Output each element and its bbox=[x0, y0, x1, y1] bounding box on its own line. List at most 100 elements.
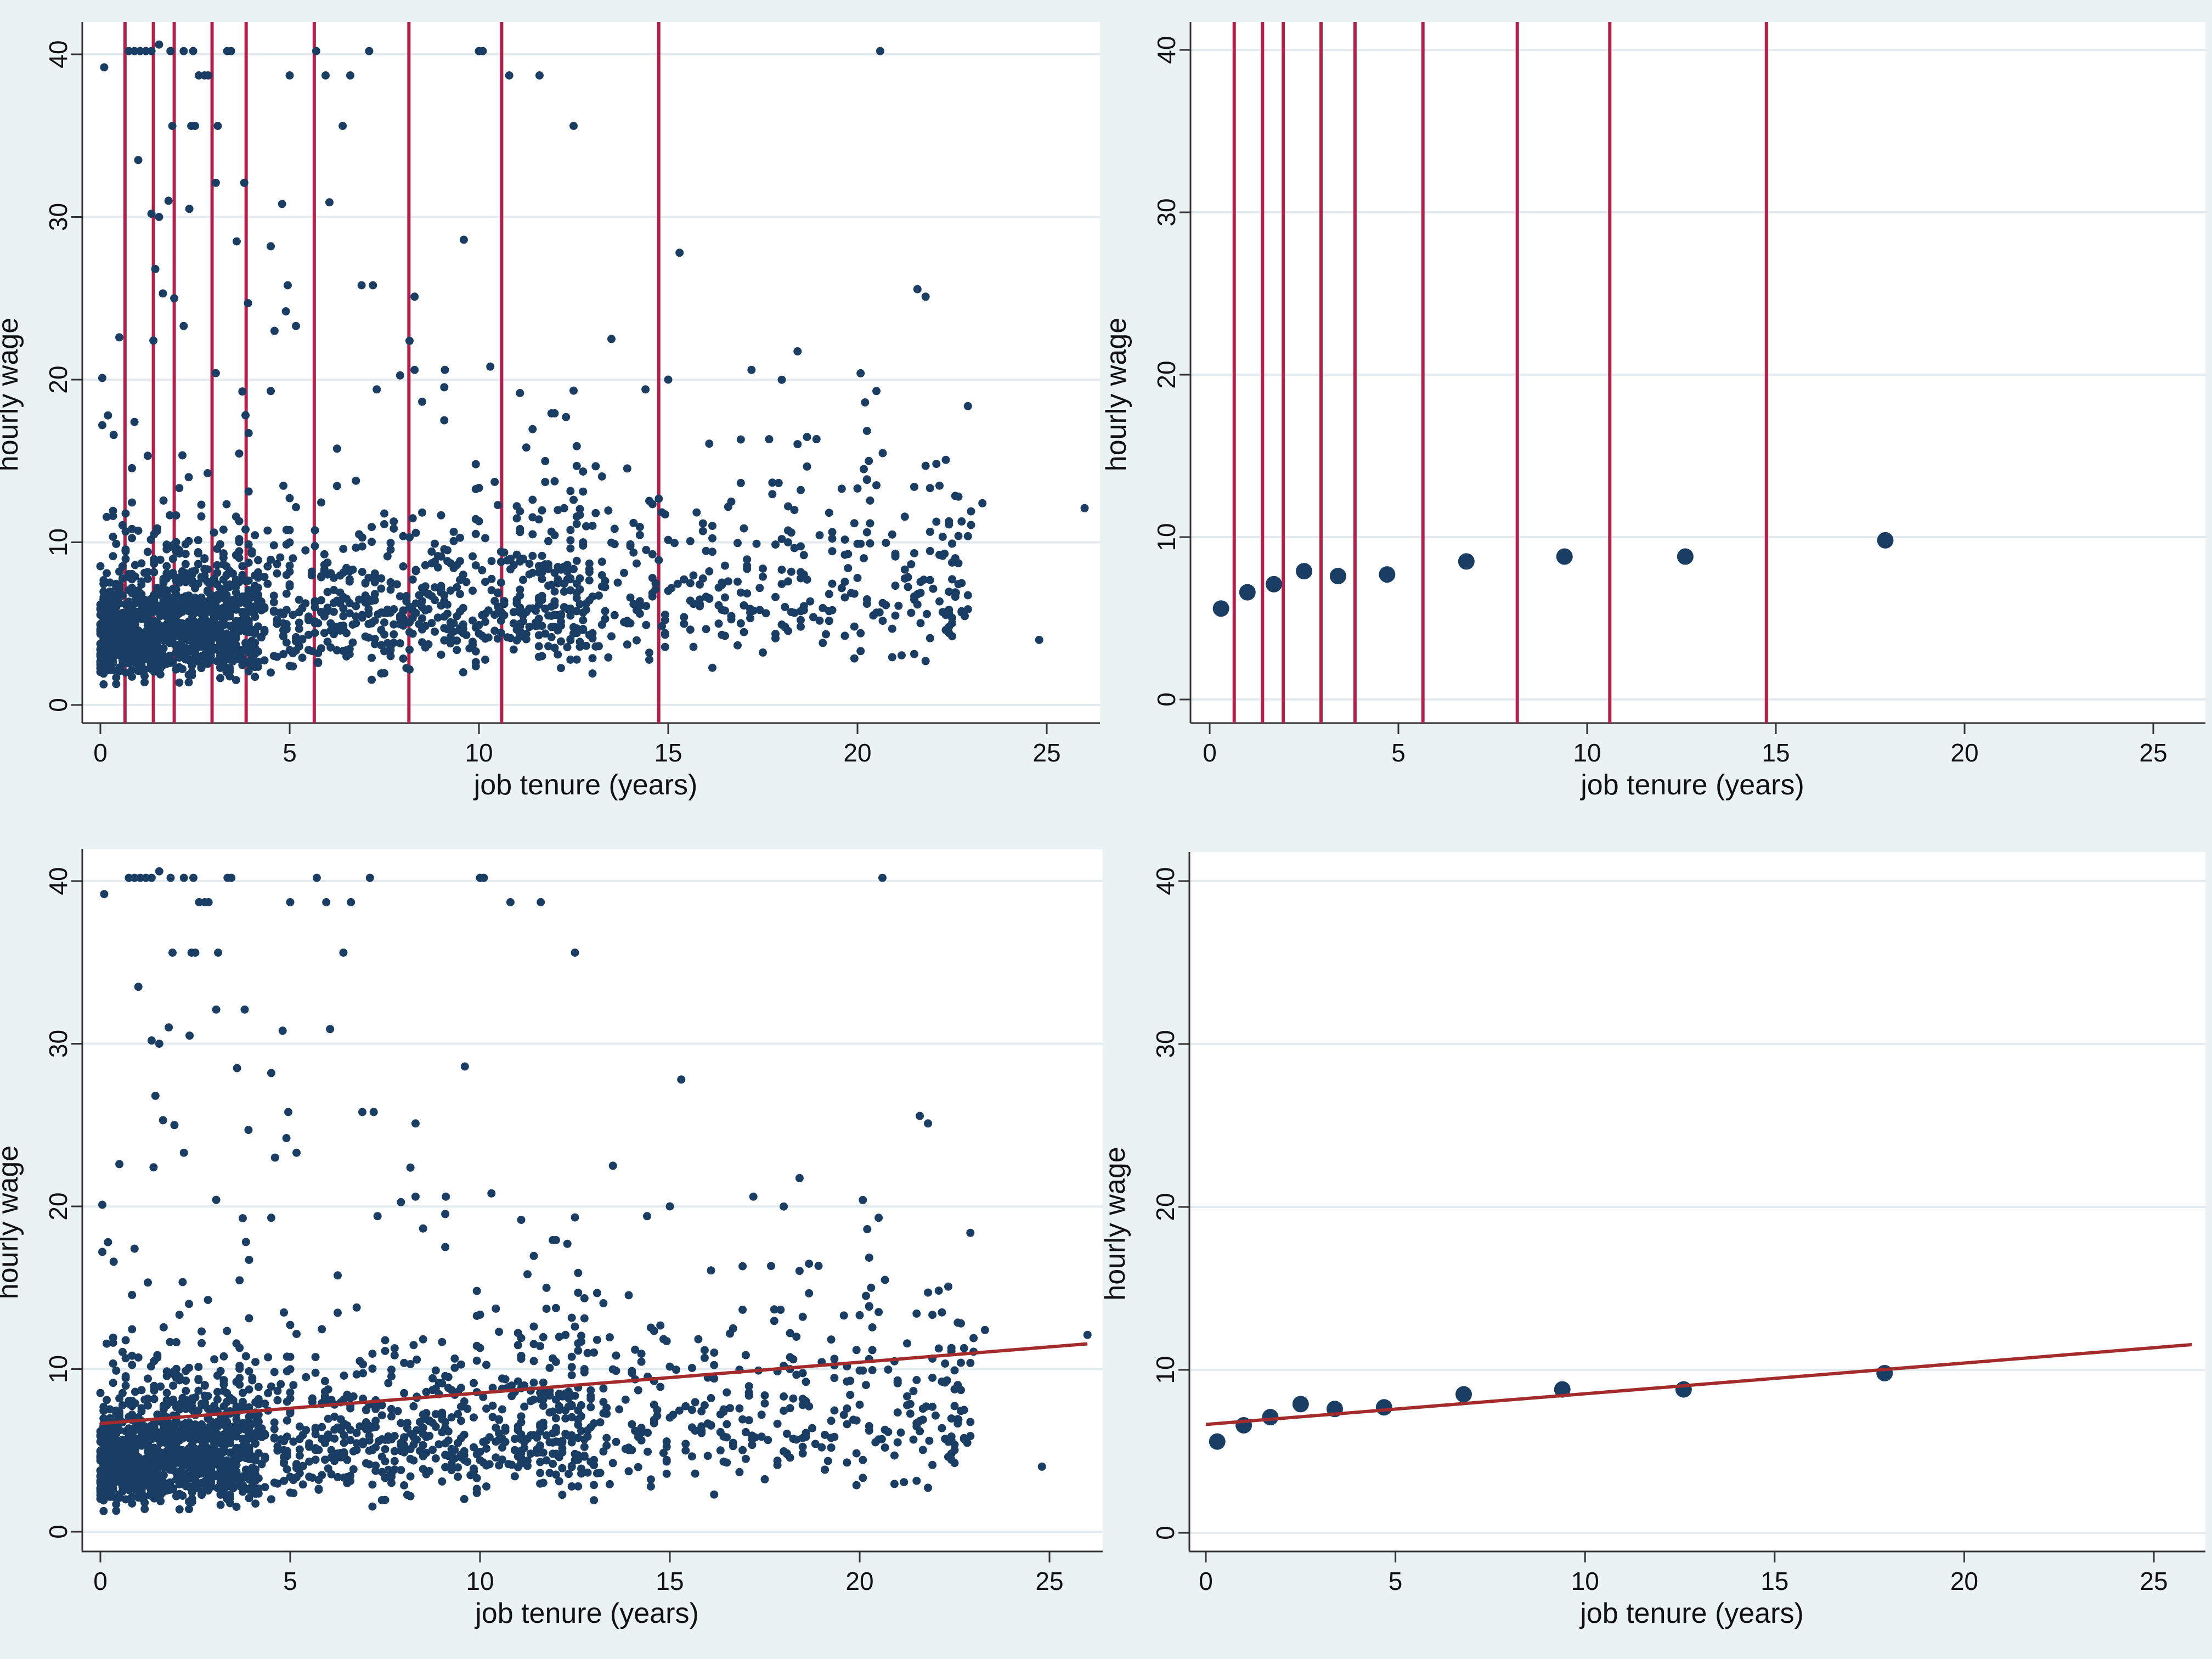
bottom-left-point bbox=[198, 1327, 206, 1336]
bottom-left-point bbox=[162, 1367, 171, 1376]
bottom-left-point bbox=[506, 898, 515, 906]
bottom-left-point bbox=[957, 1358, 965, 1367]
top-left-point bbox=[673, 579, 682, 588]
top-left-point bbox=[222, 591, 231, 599]
top-left-point bbox=[213, 580, 222, 589]
bottom-left-point bbox=[514, 1341, 522, 1350]
bottom-left-point bbox=[561, 1414, 570, 1423]
top-left-point bbox=[641, 385, 650, 394]
bottom-left-point bbox=[523, 1462, 532, 1470]
bottom-left-point bbox=[916, 1417, 924, 1425]
top-left-point bbox=[433, 563, 442, 572]
bottom-left-point bbox=[150, 1487, 159, 1496]
top-left-point bbox=[582, 606, 590, 614]
top-left-point bbox=[743, 555, 752, 564]
top-left-point bbox=[289, 554, 297, 563]
top-left-point bbox=[320, 567, 329, 576]
top-left-point bbox=[921, 461, 930, 470]
top-left-xtick-label-0: 0 bbox=[93, 738, 108, 767]
bottom-left-point bbox=[726, 1329, 735, 1338]
bottom-left-point bbox=[276, 1380, 285, 1389]
top-left-point bbox=[156, 664, 165, 673]
top-left-point bbox=[197, 625, 206, 633]
top-left-point bbox=[658, 508, 666, 517]
top-left-point bbox=[380, 669, 388, 678]
top-left-point bbox=[876, 47, 884, 55]
top-left-point bbox=[118, 610, 127, 618]
bottom-left-point bbox=[241, 1238, 250, 1246]
top-left-point bbox=[516, 389, 524, 397]
bottom-left-point bbox=[118, 1401, 127, 1410]
bottom-left-point bbox=[918, 1446, 927, 1454]
bottom-left-point bbox=[125, 1397, 133, 1405]
top-left-point bbox=[99, 653, 108, 662]
bottom-left-point bbox=[151, 1091, 160, 1100]
top-left-point bbox=[440, 624, 449, 633]
top-left-point bbox=[128, 610, 136, 618]
top-left-point bbox=[418, 584, 426, 592]
top-left-point bbox=[921, 657, 930, 665]
bottom-left-point bbox=[681, 1440, 690, 1448]
bottom-left-point bbox=[219, 1376, 228, 1385]
bottom-left-point bbox=[574, 1420, 583, 1429]
top-left-point bbox=[251, 673, 259, 681]
top-left-point bbox=[386, 539, 395, 548]
top-left-point bbox=[213, 606, 222, 615]
top-left-point bbox=[213, 544, 222, 553]
top-left-point bbox=[159, 644, 168, 652]
bottom-left-point bbox=[125, 1424, 133, 1433]
bottom-left-point bbox=[441, 1210, 450, 1218]
top-left-point bbox=[244, 628, 253, 636]
top-left-point bbox=[396, 371, 404, 380]
bottom-left-point bbox=[115, 1443, 124, 1452]
bottom-left-point bbox=[716, 1446, 725, 1455]
bottom-left-point bbox=[146, 1362, 155, 1371]
top-left-point bbox=[538, 506, 546, 515]
top-left-point bbox=[572, 512, 581, 521]
top-left-point bbox=[702, 625, 710, 634]
bottom-left-point bbox=[248, 1486, 257, 1495]
bottom-left-point bbox=[381, 1336, 390, 1345]
bottom-left-point bbox=[912, 1309, 921, 1318]
top-left-point bbox=[184, 473, 193, 482]
bottom-left-point bbox=[539, 1395, 548, 1403]
top-left-point bbox=[538, 551, 546, 560]
top-left-point bbox=[604, 653, 613, 662]
top-left-point bbox=[104, 411, 112, 420]
bottom-left-point bbox=[599, 1398, 608, 1406]
bottom-left-point bbox=[590, 1481, 599, 1489]
bottom-left-point bbox=[545, 1391, 554, 1400]
bottom-left-point bbox=[312, 873, 321, 882]
top-left-point bbox=[478, 611, 487, 619]
top-left-point bbox=[844, 564, 853, 573]
top-left-point bbox=[579, 538, 588, 547]
bottom-left-point bbox=[431, 1366, 440, 1375]
top-left-point bbox=[913, 600, 922, 609]
bottom-left-point bbox=[368, 1350, 377, 1358]
top-left-point bbox=[424, 590, 433, 599]
bottom-left-point bbox=[941, 1435, 950, 1443]
top-left-point bbox=[153, 623, 161, 631]
bottom-left-point bbox=[786, 1404, 794, 1413]
top-left-point bbox=[172, 547, 180, 556]
top-right-bin-mean-point-3 bbox=[1296, 563, 1312, 580]
top-left-point bbox=[547, 623, 556, 631]
top-left-point bbox=[235, 599, 244, 607]
top-left-point bbox=[601, 607, 610, 616]
top-left-point bbox=[311, 526, 319, 535]
top-left-point bbox=[273, 569, 281, 578]
bottom-left-point bbox=[729, 1438, 737, 1447]
bottom-left-point bbox=[358, 1108, 366, 1116]
bottom-left-point bbox=[827, 1335, 836, 1344]
top-left-point bbox=[96, 664, 105, 673]
top-left-point bbox=[708, 548, 716, 556]
top-left-point bbox=[427, 619, 436, 628]
bottom-left-point bbox=[545, 1469, 554, 1477]
bottom-left-point bbox=[707, 1421, 715, 1430]
bottom-left-point bbox=[782, 1429, 791, 1438]
top-left-point bbox=[475, 483, 483, 492]
top-left-point bbox=[172, 599, 180, 608]
bottom-left-point bbox=[179, 873, 188, 882]
top-left-point bbox=[162, 659, 171, 668]
bottom-left-point bbox=[128, 1351, 137, 1360]
